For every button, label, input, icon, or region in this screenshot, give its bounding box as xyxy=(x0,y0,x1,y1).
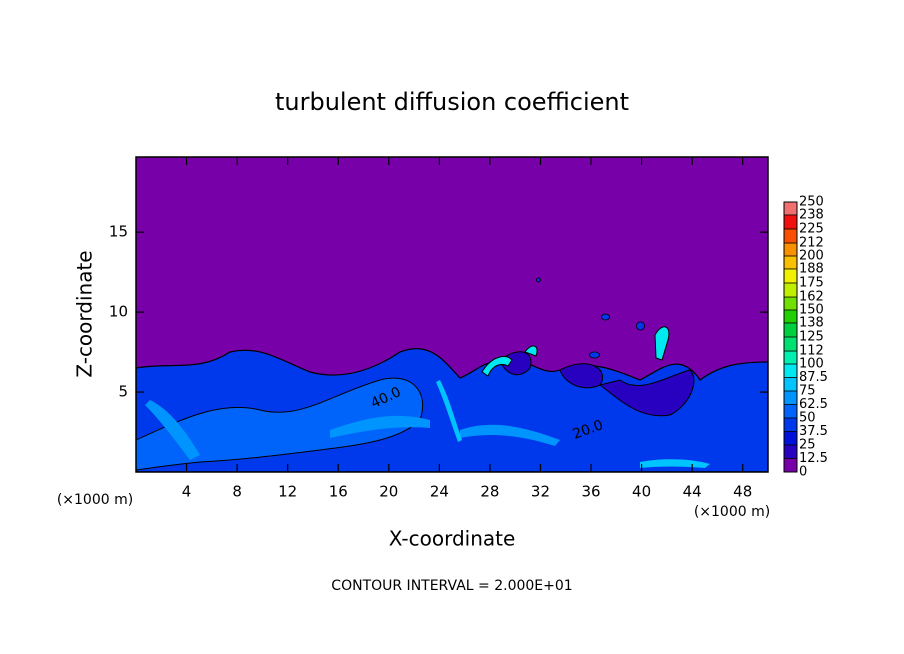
y-tick-label: 10 xyxy=(109,303,128,321)
plot-frame xyxy=(135,156,769,473)
colorbar-label: 87.5 xyxy=(799,370,828,385)
y-tick-label: 5 xyxy=(118,383,128,401)
x-tick-label: 32 xyxy=(531,483,550,501)
field-region xyxy=(145,400,560,460)
colorbar-bin xyxy=(784,431,797,445)
x-axis-label: X-coordinate xyxy=(389,527,516,551)
colorbar-bin xyxy=(784,418,797,432)
colorbar-label: 138 xyxy=(799,315,824,330)
field xyxy=(136,277,768,472)
x-tick-label: 48 xyxy=(733,483,752,501)
colorbar-bin xyxy=(784,445,797,459)
colorbar-label: 188 xyxy=(799,261,824,276)
colorbar-bin xyxy=(784,202,797,215)
x-tick-label: 4 xyxy=(182,483,192,501)
colorbar-bin xyxy=(784,310,797,323)
x-tick-label: 44 xyxy=(683,483,702,501)
y-axis-label: Z-coordinate xyxy=(73,250,97,377)
colorbar-bin xyxy=(784,229,797,244)
colorbar-label: 175 xyxy=(799,276,824,291)
x-unit-label: (×1000 m) xyxy=(694,504,770,520)
x-tick-label: 24 xyxy=(430,483,449,501)
colorbar-bin xyxy=(784,404,797,418)
colorbar-label: 37.5 xyxy=(799,424,828,439)
x-tick-label: 40 xyxy=(632,483,651,501)
colorbar-label: 62.5 xyxy=(799,397,828,412)
colorbar-bin xyxy=(784,243,797,256)
colorbar-label: 225 xyxy=(799,222,824,237)
colorbar-bin xyxy=(784,297,797,310)
colorbar-label: 112 xyxy=(799,344,824,359)
field-region xyxy=(481,326,670,377)
colorbar-label: 162 xyxy=(799,290,824,305)
colorbar-label: 100 xyxy=(799,357,824,372)
colorbar-bin xyxy=(784,377,797,391)
chart-title: turbulent diffusion coefficient xyxy=(275,88,629,116)
colorbar-bin xyxy=(784,322,797,337)
colorbar-bin xyxy=(784,364,797,378)
colorbar-label: 250 xyxy=(799,195,824,210)
y-tick-label: 15 xyxy=(109,223,128,241)
colorbar-label: 50 xyxy=(799,411,816,426)
colorbar-bin xyxy=(784,351,797,364)
colorbar-bin xyxy=(784,391,797,405)
colorbar-label: 238 xyxy=(799,207,824,222)
colorbar-label: 200 xyxy=(799,249,824,264)
colorbar-bin xyxy=(784,337,797,352)
x-tick-label: 36 xyxy=(581,483,600,501)
colorbar-label: 75 xyxy=(799,384,816,399)
field-region xyxy=(499,351,695,417)
x-tick-label: 8 xyxy=(232,483,242,501)
x-tick-label: 12 xyxy=(278,483,297,501)
colorbar-bin xyxy=(784,458,797,472)
colorbar-label: 212 xyxy=(799,236,824,251)
colorbar-bin xyxy=(784,268,797,283)
x-unit-label: (×1000 m) xyxy=(57,492,133,508)
x-tick-label: 16 xyxy=(329,483,348,501)
colorbar-label: 125 xyxy=(799,330,824,345)
colorbar-bin xyxy=(784,214,797,229)
colorbar-label: 12.5 xyxy=(799,451,828,466)
x-tick-label: 28 xyxy=(480,483,499,501)
colorbar-label: 0 xyxy=(799,465,807,480)
field-region xyxy=(536,277,645,359)
annotation: CONTOUR INTERVAL = 2.000E+01 xyxy=(331,578,572,594)
x-tick-label: 20 xyxy=(379,483,398,501)
colorbar-bin xyxy=(784,256,797,269)
colorbar-bin xyxy=(784,283,797,298)
colorbar-label: 150 xyxy=(799,303,824,318)
colorbar-label: 25 xyxy=(799,438,816,453)
